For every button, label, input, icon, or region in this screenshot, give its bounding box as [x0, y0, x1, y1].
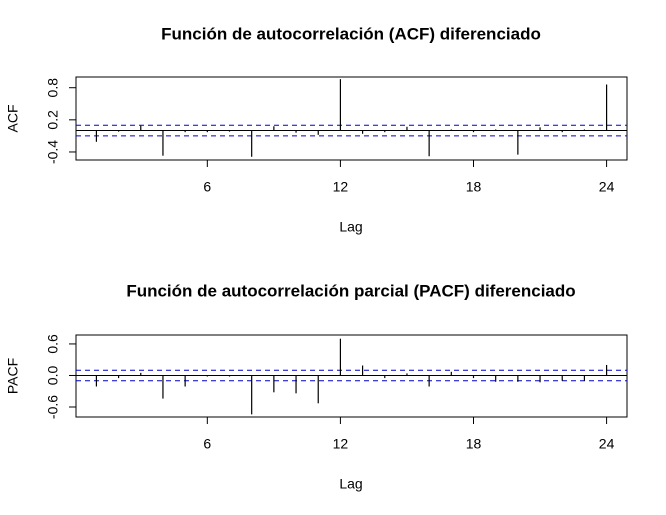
x-tick-label: 24 — [599, 179, 615, 195]
y-axis-label: PACF — [5, 358, 21, 394]
plot-frame — [75, 76, 628, 161]
y-tick-label: 0.0 — [45, 366, 61, 386]
chart-title: Función de autocorrelación (ACF) diferen… — [161, 24, 541, 43]
y-tick-label: 0.8 — [45, 78, 61, 98]
x-tick-label: 18 — [466, 436, 482, 452]
x-axis-label: Lag — [339, 476, 362, 492]
x-tick-label: 6 — [203, 436, 211, 452]
y-tick-label: 0.6 — [45, 334, 61, 354]
x-tick-label: 12 — [333, 179, 349, 195]
x-tick-label: 6 — [203, 179, 211, 195]
chart-title: Función de autocorrelación parcial (PACF… — [126, 281, 575, 300]
x-tick-label: 12 — [333, 436, 349, 452]
x-tick-label: 18 — [466, 179, 482, 195]
y-tick-label: 0.2 — [45, 110, 61, 130]
plot-frame — [75, 334, 628, 418]
y-tick-label: -0.4 — [45, 140, 61, 164]
y-axis-label: ACF — [5, 105, 21, 133]
x-tick-label: 24 — [599, 436, 615, 452]
x-axis-label: Lag — [339, 219, 362, 235]
y-tick-label: -0.6 — [45, 395, 61, 419]
